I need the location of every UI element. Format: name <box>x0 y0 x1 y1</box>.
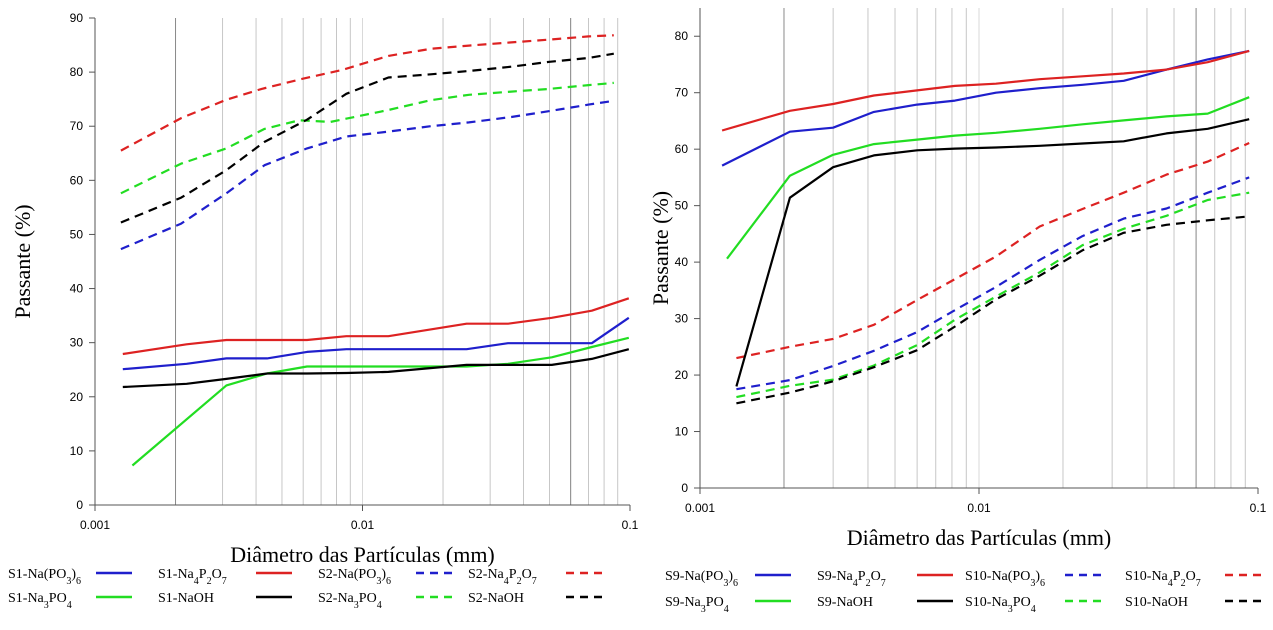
legend-item: S9-Na3PO4 <box>665 595 791 615</box>
x-tick-label: 0.01 <box>351 518 375 532</box>
legend-item: S2-Na(PO3)6 <box>318 567 452 587</box>
series-line <box>721 49 1250 132</box>
legend-item: S2-Na3PO4 <box>318 591 452 611</box>
x-tick-label: 0.001 <box>685 501 715 515</box>
series-line <box>736 176 1250 391</box>
legend-item: S1-NaOH <box>158 591 292 606</box>
legend-item: S9-Na(PO3)6 <box>665 569 791 589</box>
y-tick-label: 0 <box>76 498 83 512</box>
x-axis-title: Diâmetro das Partículas (mm) <box>847 525 1112 550</box>
y-tick-label: 50 <box>675 199 689 213</box>
series-line <box>120 52 614 224</box>
series-line <box>131 336 630 467</box>
legend-label: S10-Na(PO3)6 <box>965 569 1045 589</box>
x-tick-label: 0.1 <box>622 518 639 532</box>
legend: S1-Na(PO3)6 S1-Na4P2O7 S2-Na(PO3)6 S2-Na4P2… <box>8 567 602 611</box>
legend-item: S10-Na4P2O7 <box>1125 569 1261 589</box>
legend-label: S10-NaOH <box>1125 595 1188 610</box>
legend-label: S1-Na3PO4 <box>8 591 72 611</box>
series-line <box>735 118 1250 387</box>
legend-item: S10-Na3PO4 <box>965 595 1101 615</box>
legend-label: S9-Na4P2O7 <box>817 569 886 589</box>
legend-label: S2-Na3PO4 <box>318 591 382 611</box>
y-tick-label: 90 <box>70 11 84 25</box>
y-tick-label: 10 <box>70 444 84 458</box>
legend-label: S2-NaOH <box>468 591 524 606</box>
y-tick-label: 70 <box>675 86 689 100</box>
legend-item: S9-NaOH <box>817 595 953 610</box>
series-line <box>736 191 1250 399</box>
legend-label: S10-Na4P2O7 <box>1125 569 1201 589</box>
legend: S9-Na(PO3)6 S9-Na4P2O7 S10-Na(PO3)6 S10-Na4… <box>665 569 1261 615</box>
x-axis-title: Diâmetro das Partículas (mm) <box>230 542 495 567</box>
y-tick-label: 70 <box>70 119 84 133</box>
x-gridlines <box>175 18 619 505</box>
x-tick-label: 0.01 <box>967 501 991 515</box>
y-tick-label: 30 <box>675 312 689 326</box>
y-tick-label: 60 <box>675 142 689 156</box>
y-axis-title: Passante (%) <box>648 191 673 305</box>
legend-label: S9-Na(PO3)6 <box>665 569 738 589</box>
legend-item: S2-NaOH <box>468 591 602 606</box>
legend-label: S9-NaOH <box>817 595 873 610</box>
legend-label: S1-Na(PO3)6 <box>8 567 81 587</box>
legend-item: S1-Na3PO4 <box>8 591 132 611</box>
x-tick-label: 0.001 <box>80 518 110 532</box>
y-tick-label: 80 <box>70 65 84 79</box>
legend-item: S10-Na(PO3)6 <box>965 569 1101 589</box>
x-tick-label: 0.1 <box>1250 501 1267 515</box>
y-tick-label: 40 <box>675 255 689 269</box>
series-line <box>120 81 614 195</box>
series-line <box>120 34 614 152</box>
legend-label: S9-Na3PO4 <box>665 595 729 615</box>
y-tick-label: 60 <box>70 173 84 187</box>
legend-label: S10-Na3PO4 <box>965 595 1036 615</box>
legend-item: S9-Na4P2O7 <box>817 569 953 589</box>
y-tick-label: 20 <box>70 390 84 404</box>
y-tick-label: 30 <box>70 336 84 350</box>
series-line <box>736 141 1250 360</box>
chart-1: 0 10 20 30 40 50 60 70 80 90 0.001 0.01 0.1 Diâmetro … <box>8 11 639 611</box>
series-line <box>726 96 1250 260</box>
legend-item: S1-Na4P2O7 <box>158 567 292 587</box>
series-line <box>122 316 630 371</box>
y-tick-label: 0 <box>681 481 688 495</box>
y-tick-label: 40 <box>70 282 84 296</box>
series-line <box>120 99 614 251</box>
legend-item: S10-NaOH <box>1125 595 1261 610</box>
x-gridlines <box>783 8 1246 488</box>
series-line <box>122 297 630 356</box>
legend-label: S1-Na4P2O7 <box>158 567 227 587</box>
series-line <box>122 348 630 389</box>
legend-item: S2-Na4P2O7 <box>468 567 602 587</box>
legend-label: S1-NaOH <box>158 591 214 606</box>
chart-2: 0 10 20 30 40 50 60 70 80 0.001 0.01 0.1 Diâmetro da… <box>648 8 1267 615</box>
y-axis-title: Passante (%) <box>10 204 35 318</box>
y-tick-label: 50 <box>70 227 84 241</box>
series-line <box>736 215 1250 405</box>
y-tick-label: 80 <box>675 29 689 43</box>
y-tick-label: 20 <box>675 368 689 382</box>
legend-label: S2-Na4P2O7 <box>468 567 537 587</box>
y-tick-label: 10 <box>675 425 689 439</box>
legend-item: S1-Na(PO3)6 <box>8 567 132 587</box>
legend-label: S2-Na(PO3)6 <box>318 567 391 587</box>
